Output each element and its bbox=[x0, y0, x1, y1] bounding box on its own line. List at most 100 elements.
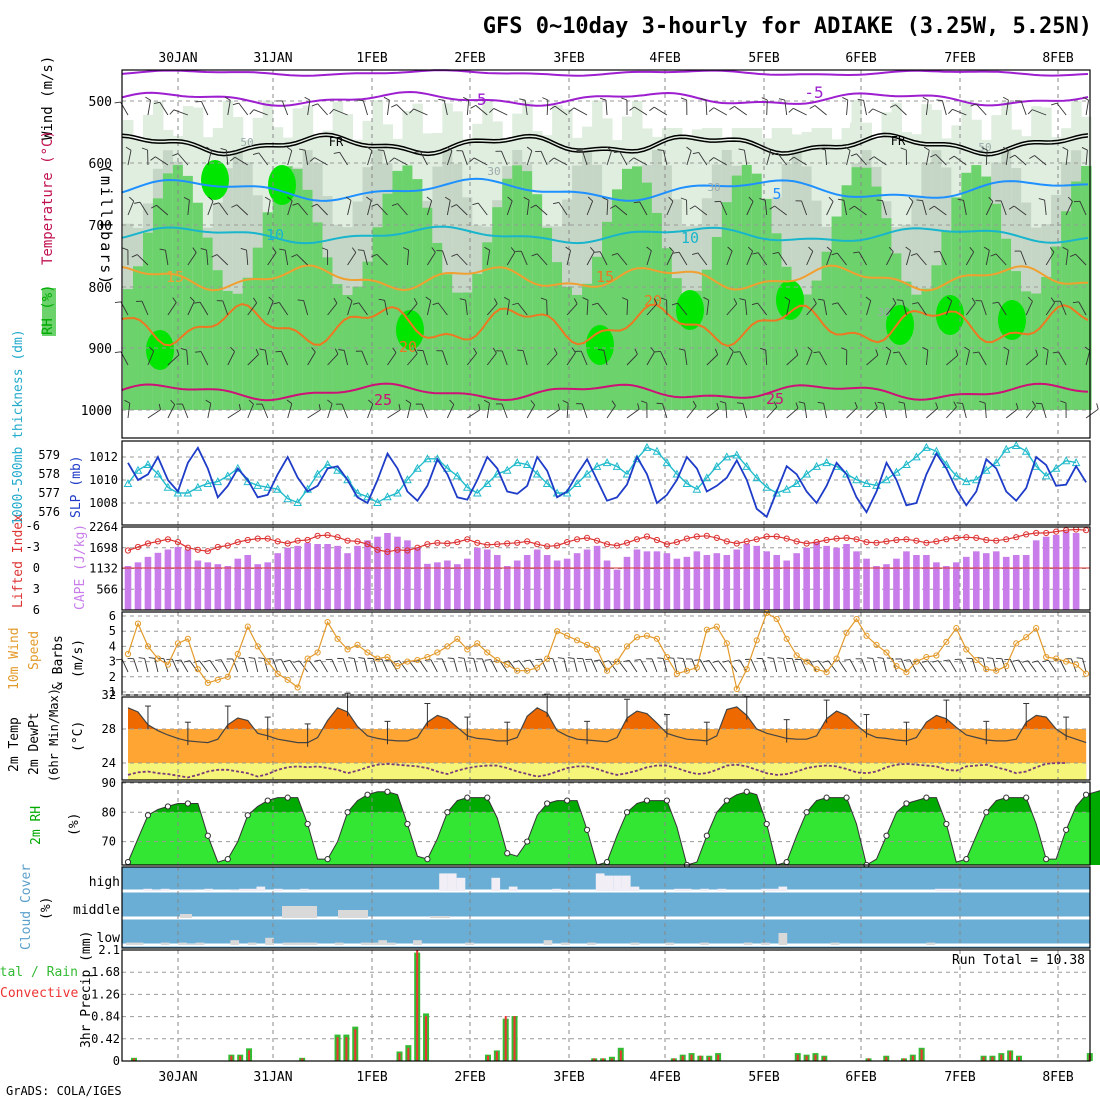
upper-barb-6-56 bbox=[686, 400, 697, 419]
upper-barb-1-0 bbox=[125, 146, 132, 166]
rh-green-band-68 bbox=[801, 294, 813, 410]
upper-barb-1-64-staff bbox=[766, 150, 772, 166]
upper-barb-0-66 bbox=[778, 98, 788, 116]
upper-barb-4-12-staff bbox=[247, 302, 258, 316]
upper-barb-6-40-flag bbox=[530, 400, 536, 406]
upper-barb-2-36-flag bbox=[472, 202, 479, 206]
upper-barb-5-86-staff bbox=[978, 351, 987, 366]
wind10-point-45 bbox=[574, 637, 581, 644]
upper-barb-4-2 bbox=[136, 300, 149, 316]
upper-barb-0-28 bbox=[391, 104, 408, 116]
upper-barb-1-32-flag bbox=[446, 146, 453, 152]
contour-5 bbox=[121, 177, 1089, 202]
cape-bar-45 bbox=[573, 553, 581, 610]
upper-barb-6-26-staff bbox=[387, 409, 401, 419]
wind10-point-64 bbox=[763, 609, 770, 617]
upper-barb-4-8-flag bbox=[194, 301, 201, 304]
upper-barb-1-84-flag bbox=[948, 155, 955, 160]
wind10-barb-23-staff bbox=[353, 658, 358, 673]
cape-bar-4 bbox=[164, 549, 172, 610]
thick-tick-576: 576 bbox=[38, 505, 60, 519]
wind10-barb-5 bbox=[166, 658, 179, 673]
upper-barb-3-10 bbox=[211, 254, 229, 266]
wind10-barb-31-staff bbox=[430, 659, 438, 673]
upper-barb-2-26 bbox=[371, 203, 388, 216]
upper-barb-6-82-flag bbox=[953, 401, 957, 408]
precip-conv-bar-32 bbox=[416, 950, 419, 1061]
rh-bright-patch-2 bbox=[396, 310, 424, 350]
thickness-point-74 bbox=[862, 478, 871, 487]
cloud-mid-bar-1 bbox=[338, 910, 368, 918]
upper-barb-1-30 bbox=[414, 151, 428, 166]
upper-barb-6-40-staff bbox=[526, 404, 536, 419]
upper-barb-2-4 bbox=[151, 204, 169, 216]
upper-barb-3-2-staff bbox=[136, 254, 149, 266]
rh-green-band-29 bbox=[412, 179, 423, 410]
upper-barb-4-42 bbox=[540, 297, 548, 316]
top-date-5FEB: 5FEB bbox=[748, 51, 779, 66]
upper-barb-1-56 bbox=[686, 146, 692, 166]
rh-bright-patch-9 bbox=[936, 295, 964, 335]
upper-barb-3-4-staff bbox=[165, 250, 169, 266]
upper-barb-1-56-staff bbox=[686, 150, 692, 166]
wind10-barb-6 bbox=[174, 659, 189, 673]
upper-barb-3-6 bbox=[187, 247, 197, 266]
upper-barb-3-86-staff bbox=[985, 250, 990, 266]
upper-barb-5-72 bbox=[841, 347, 848, 366]
dewpt-line bbox=[127, 762, 1067, 779]
wind10-point-56 bbox=[683, 667, 690, 674]
wind10-barb-3 bbox=[148, 657, 159, 673]
rh-green-band-26 bbox=[382, 193, 393, 410]
upper-barb-5-26-staff bbox=[387, 352, 397, 366]
upper-barb-2-58-flag bbox=[689, 205, 696, 210]
upper-barb-4-24-flag bbox=[352, 302, 359, 305]
upper-barb-4-90 bbox=[1025, 296, 1033, 316]
wind10-point-21 bbox=[334, 635, 341, 642]
cloud-level-low: low bbox=[97, 931, 121, 946]
rh-green-band-55 bbox=[671, 278, 683, 410]
wind10-tick-3: 3 bbox=[109, 655, 116, 669]
rh-green-band-37 bbox=[492, 207, 503, 410]
upper-barb-6-80-staff bbox=[926, 407, 939, 419]
upper-barb-0-92 bbox=[1027, 109, 1047, 116]
wind10-point-80 bbox=[923, 653, 930, 661]
rh-green-band-40 bbox=[522, 171, 533, 410]
wind10-point-70 bbox=[823, 669, 830, 676]
upper-barb-3-24-flag bbox=[357, 249, 364, 251]
upper-barb-3-90-staff bbox=[1020, 250, 1027, 266]
upper-barb-1-16-staff bbox=[287, 150, 293, 166]
lifted-index-point-68 bbox=[803, 540, 810, 547]
cape-bar-85 bbox=[973, 551, 980, 610]
upper-barb-3-74 bbox=[853, 251, 867, 266]
upper-barb-1-86 bbox=[981, 147, 988, 166]
wind10-barb-91-flag bbox=[1022, 660, 1029, 663]
lifted-index-point-51 bbox=[633, 536, 641, 543]
upper-barb-2-46 bbox=[586, 196, 594, 216]
cloud-high-bar-66 bbox=[700, 888, 709, 891]
cape-bar-50 bbox=[623, 556, 631, 610]
lifted-index-point-81 bbox=[933, 538, 940, 545]
upper-barb-2-14-flag bbox=[264, 196, 271, 201]
upper-barb-2-24 bbox=[366, 196, 372, 216]
cape-bar-95 bbox=[1072, 533, 1080, 610]
upper-barb-1-80-flag bbox=[923, 146, 930, 151]
cape-bar-58 bbox=[703, 555, 711, 610]
upper-barb-5-86 bbox=[972, 351, 987, 366]
upper-barb-3-54-flag bbox=[669, 246, 674, 252]
upper-barb-4-34 bbox=[459, 298, 468, 316]
upper-barb-5-80-staff bbox=[925, 350, 929, 366]
upper-barb-2-72-flag bbox=[837, 198, 844, 201]
wind10-barb-47-staff bbox=[590, 659, 598, 673]
upper-barb-3-0-flag bbox=[122, 247, 129, 251]
upper-barb-2-68-staff bbox=[801, 200, 808, 216]
lifted-index-point-54 bbox=[663, 541, 671, 548]
rh2m-point-46 bbox=[1043, 856, 1050, 863]
upper-barb-6-70-staff bbox=[823, 403, 828, 419]
wind10-barb-55-staff bbox=[673, 658, 678, 673]
upper-barb-6-22-staff bbox=[341, 403, 348, 419]
upper-barb-0-14-staff bbox=[253, 109, 268, 116]
upper-barb-3-46 bbox=[586, 246, 595, 266]
upper-barb-5-42-staff bbox=[546, 353, 558, 366]
upper-barb-0-60-flag bbox=[708, 107, 715, 112]
wind10-barb-77-flag bbox=[886, 657, 893, 659]
